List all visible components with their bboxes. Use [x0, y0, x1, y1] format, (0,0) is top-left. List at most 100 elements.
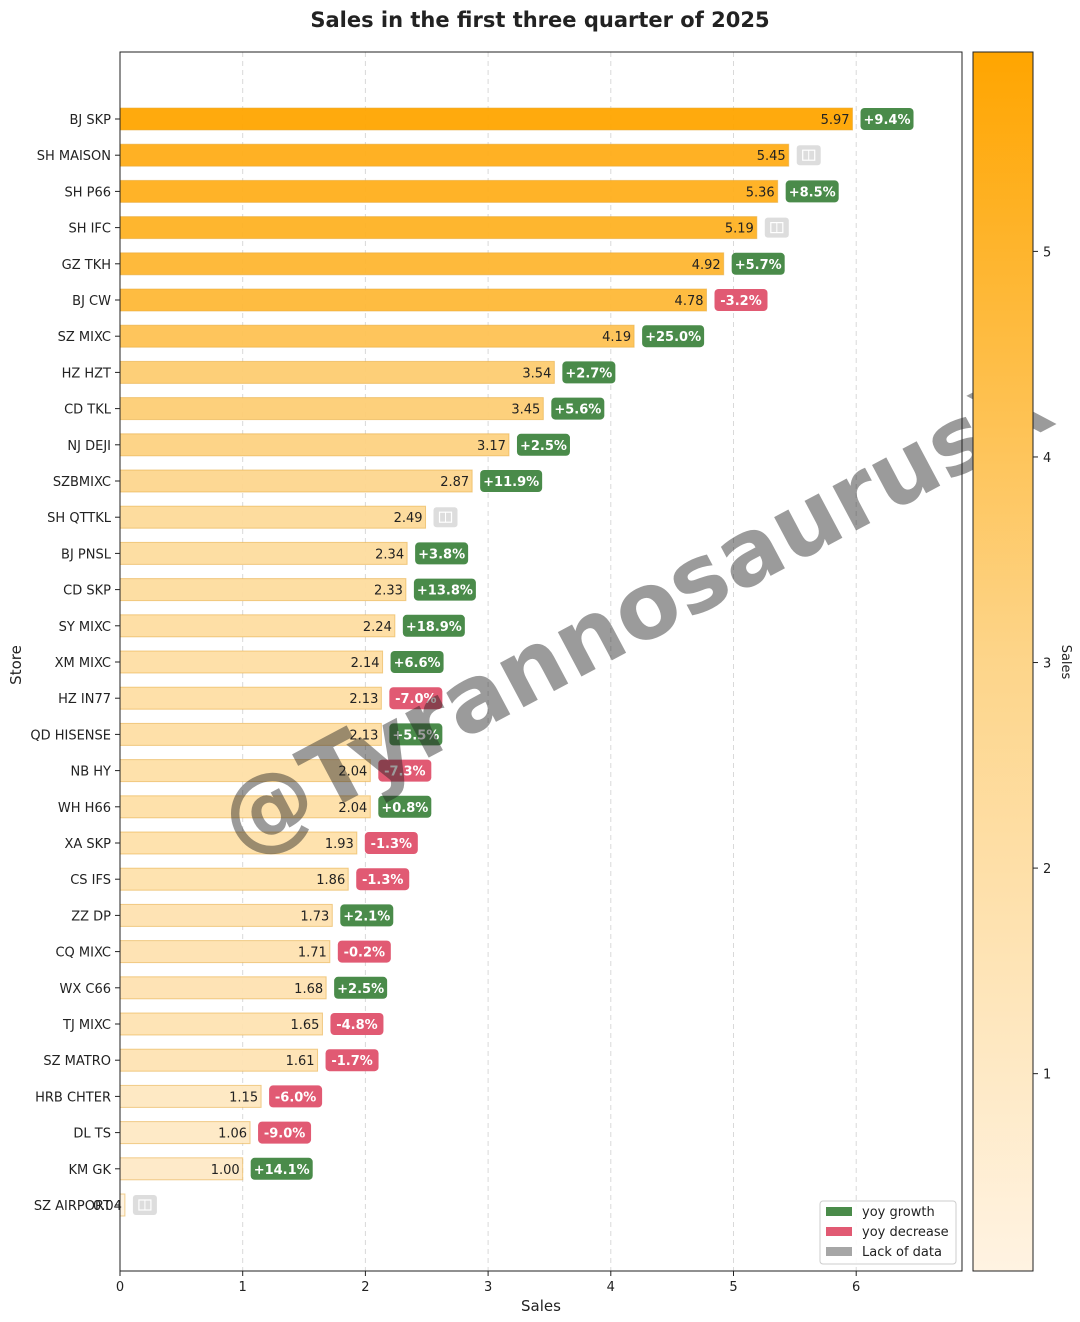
colorbar-gradient: [972, 51, 1034, 1272]
y-tick-label: HZ HZT: [62, 366, 111, 381]
bar: [119, 469, 473, 493]
value-label: 1.86: [316, 873, 345, 888]
y-tick-label: CD TKL: [64, 403, 112, 418]
value-label: 1.15: [229, 1090, 258, 1105]
colorbar-tick-label: 3: [1043, 657, 1051, 672]
yoy-badge-growth: [250, 1157, 313, 1180]
y-tick-label: HZ IN77: [58, 692, 111, 707]
y-axis-label: Store: [7, 645, 25, 685]
y-tick-label: WX C66: [59, 982, 111, 997]
legend-swatch-growth: [826, 1207, 852, 1216]
yoy-badge-growth: [334, 976, 388, 999]
y-tick-label: SZ MATRO: [43, 1054, 111, 1069]
y-tick-label: SH IFC: [68, 222, 111, 237]
bar: [119, 252, 725, 276]
value-label: 2.49: [394, 511, 423, 526]
value-label: 2.33: [374, 584, 403, 599]
y-tick-label: HRB CHTER: [35, 1090, 111, 1105]
yoy-badge-decrease: [258, 1121, 312, 1144]
colorbar-label: Sales: [1058, 645, 1073, 680]
colorbar-tick-label: 5: [1043, 245, 1051, 260]
yoy-badge-growth: [402, 614, 465, 637]
legend-swatch-nodata: [826, 1247, 852, 1256]
x-tick-label: 0: [116, 1280, 124, 1295]
value-label: 3.45: [511, 403, 540, 418]
bar: [119, 143, 790, 167]
yoy-label: +6.6%: [394, 656, 441, 671]
axes: 0 1 2 3 4 5 6 BJ SKP SH MAISON SH P66 SH IFC GZ TKH…: [30, 113, 860, 1295]
bar: [119, 397, 544, 421]
legend-swatch-decrease: [826, 1227, 852, 1236]
value-label: 1.00: [211, 1163, 240, 1178]
value-label: 1.61: [286, 1054, 315, 1069]
y-tick-label: NJ DEJI: [67, 439, 111, 454]
value-label: 2.13: [349, 728, 378, 743]
y-tick-label: QD HISENSE: [30, 728, 111, 743]
y-tick-label: DL TS: [73, 1127, 111, 1142]
yoy-badge-growth: [413, 578, 476, 601]
value-label: 2.87: [440, 475, 469, 490]
yoy-badge-decrease: [714, 289, 768, 311]
bar: [119, 505, 427, 529]
yoy-badge-growth: [378, 795, 432, 818]
y-tick-label: SZ MIXC: [58, 330, 111, 345]
x-tick-label: 3: [484, 1280, 492, 1295]
yoy-label: +0.8%: [381, 801, 428, 816]
value-label: 3.54: [522, 366, 551, 381]
yoy-badge-decrease: [325, 1049, 379, 1072]
value-label: 1.93: [325, 837, 354, 852]
x-tick-label: 1: [239, 1280, 247, 1295]
yoy-label: +2.7%: [565, 366, 612, 381]
y-tick-label: BJ CW: [72, 294, 111, 309]
y-tick-label: GZ TKH: [62, 258, 111, 273]
value-label: 1.68: [294, 982, 323, 997]
bar: [119, 179, 779, 203]
bar: [119, 686, 382, 710]
value-label: 4.92: [692, 258, 721, 273]
yoy-badge-growth: [480, 470, 543, 492]
value-label: 5.19: [725, 222, 754, 237]
x-tick-label: 5: [729, 1280, 737, 1295]
value-label: 5.97: [821, 113, 850, 128]
y-tick-label: BJ PNSL: [61, 547, 112, 562]
value-label: 2.04: [338, 801, 367, 816]
colorbar-tick-label: 2: [1043, 862, 1051, 877]
colorbar-ticks: 1 2 3 4 5: [1033, 245, 1051, 1083]
value-label: 5.45: [757, 149, 786, 164]
yoy-badge-decrease: [356, 868, 410, 891]
yoy-badge-growth: [516, 433, 570, 456]
y-tick-label: CQ MIXC: [55, 946, 111, 961]
y-tick-label: TJ MIXC: [62, 1018, 111, 1033]
yoy-label: -7.0%: [395, 692, 436, 707]
y-tick-label: ZZ DP: [71, 909, 111, 924]
yoy-badge-growth: [562, 361, 616, 384]
yoy-badge-decrease: [337, 940, 391, 963]
yoy-badge-decrease: [378, 759, 432, 782]
y-tick-label: SH P66: [64, 185, 111, 200]
colorbar: 1 2 3 4 5 Sales: [972, 51, 1073, 1272]
yoy-label: +18.9%: [406, 620, 462, 635]
bar: [119, 107, 854, 131]
value-label: 2.34: [375, 547, 404, 562]
yoy-label: -3.2%: [720, 294, 761, 309]
value-label: 2.04: [338, 765, 367, 780]
yoy-label: +11.9%: [483, 475, 539, 490]
bar: [119, 216, 758, 240]
value-label: 0.04: [93, 1199, 122, 1214]
yoy-badge-decrease: [269, 1085, 323, 1108]
y-tick-label: WH H66: [58, 801, 111, 816]
y-tick-label: KM GK: [69, 1163, 112, 1178]
yoy-label: -7.3%: [384, 765, 425, 780]
y-tick-label: SZBMIXC: [53, 475, 111, 490]
y-tick-label: CD SKP: [63, 584, 111, 599]
bar: [119, 360, 555, 384]
bar: [119, 578, 407, 602]
yoy-label: -1.3%: [362, 873, 403, 888]
value-label: 4.19: [602, 330, 631, 345]
yoy-label: -9.0%: [264, 1127, 305, 1142]
yoy-badge-growth: [390, 651, 444, 673]
value-label: 2.14: [351, 656, 380, 671]
colorbar-tick-label: 4: [1043, 451, 1051, 466]
value-label: 1.71: [298, 946, 327, 961]
bar: [119, 650, 384, 674]
